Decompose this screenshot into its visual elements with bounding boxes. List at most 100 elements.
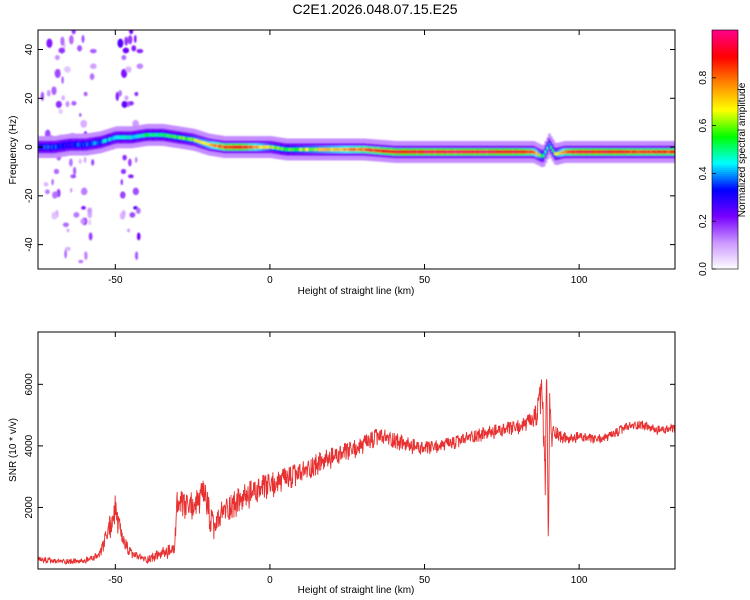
ridge-core — [568, 150, 572, 154]
ridge-core — [282, 147, 286, 151]
ridge-core — [607, 150, 611, 154]
noise-cell — [52, 191, 58, 199]
noise-cell — [58, 108, 63, 114]
ridge-core — [242, 145, 245, 149]
ridge-core — [433, 150, 436, 154]
colorbar-tick-label: 0.0 — [698, 262, 709, 276]
ridge-core — [240, 145, 243, 149]
spectrogram-x-axis-label: Height of straight line (km) — [298, 286, 415, 297]
ridge-core — [559, 151, 563, 155]
colorbar-step — [712, 221, 738, 224]
colorbar-step — [712, 219, 738, 222]
ridge-core — [622, 150, 626, 154]
ridge-core — [654, 150, 657, 154]
noise-cell — [90, 49, 97, 54]
ridge-core — [114, 136, 117, 140]
ridge-core — [49, 145, 52, 149]
colorbar-step — [712, 77, 738, 81]
ridge-core — [216, 144, 219, 148]
ridge-core — [41, 145, 45, 149]
colorbar-step — [712, 127, 738, 131]
ridge-core — [384, 149, 388, 153]
colorbar-step — [712, 175, 738, 178]
ridge-core — [232, 145, 236, 149]
ridge-core — [538, 153, 542, 157]
colorbar-step — [712, 157, 738, 161]
ridge-core — [67, 143, 71, 147]
ridge-core — [633, 150, 637, 154]
colorbar-step — [712, 237, 738, 240]
snr-x-tick-label: 100 — [571, 575, 588, 586]
ridge-core — [269, 145, 273, 149]
ridge-core — [637, 150, 640, 154]
ridge-core — [192, 137, 195, 142]
colorbar-step — [712, 33, 738, 37]
ridge-core — [650, 150, 653, 154]
ridge-core — [340, 147, 344, 152]
ridge-core — [145, 133, 149, 137]
colorbar-step — [712, 247, 738, 250]
noise-cell — [40, 92, 44, 101]
ridge-core — [641, 150, 644, 154]
spectrogram-panel: -50 0 50 100 -40 -20 0 20 40 Height of straight… — [8, 29, 676, 297]
ridge-core — [496, 150, 499, 154]
colorbar-step — [712, 145, 738, 149]
colorbar-step — [712, 43, 738, 47]
ridge-core — [522, 150, 525, 154]
colorbar-step — [712, 59, 738, 63]
colorbar-step — [712, 141, 738, 145]
ridge-core — [444, 150, 447, 154]
colorbar-step — [712, 105, 738, 109]
spectrogram-x-tick-label: 50 — [419, 275, 431, 286]
ridge-core — [657, 150, 661, 154]
ridge-core — [629, 150, 633, 154]
ridge-core — [652, 150, 655, 154]
ridge-core — [281, 147, 284, 151]
ridge-core — [377, 149, 381, 153]
noise-cell — [128, 101, 134, 106]
ridge-core — [353, 147, 357, 152]
noise-cell — [134, 92, 139, 96]
noise-cell — [124, 95, 129, 101]
ridge-core — [507, 150, 511, 154]
colorbar-step — [712, 253, 738, 256]
ridge-core — [56, 144, 60, 149]
ridge-core — [284, 147, 288, 152]
ridge-core — [223, 145, 227, 149]
noise-cell — [81, 206, 86, 210]
ridge-core — [462, 150, 466, 154]
colorbar-step — [712, 207, 738, 210]
noise-cell — [70, 174, 76, 179]
colorbar-step — [712, 135, 738, 139]
ridge-core — [566, 150, 570, 154]
ridge-core — [360, 147, 364, 152]
noise-cell — [64, 246, 71, 252]
ridge-core — [288, 147, 292, 152]
noise-cell — [121, 55, 127, 60]
ridge-core — [590, 150, 594, 154]
ridge-core — [117, 135, 121, 139]
ridge-core — [75, 142, 78, 147]
noise-cell — [70, 188, 73, 193]
noise-cell — [58, 47, 65, 54]
ridge-core — [101, 140, 104, 144]
noise-cell — [87, 207, 92, 214]
ridge-core — [529, 150, 533, 154]
noise-cell — [43, 182, 49, 187]
ridge-core — [485, 150, 488, 154]
snr-panel: -50 0 50 100 2000 4000 6000 Height of straigh… — [8, 331, 676, 596]
colorbar-step — [712, 45, 738, 49]
ridge-core — [373, 148, 377, 153]
ridge-core — [479, 150, 483, 154]
noise-cell — [78, 158, 82, 164]
snr-y-tick-label: 6000 — [24, 373, 35, 396]
ridge-core — [407, 150, 410, 154]
ridge-core — [351, 147, 355, 152]
noise-cell — [88, 219, 92, 226]
spectrogram-y-ticks: -40 -20 0 20 40 — [24, 44, 675, 252]
ridge-core — [527, 150, 531, 154]
spectrogram-y-tick-label: -40 — [24, 237, 35, 252]
noise-cell — [46, 38, 53, 48]
colorbar-step — [712, 83, 738, 87]
ridge-core — [394, 150, 397, 154]
